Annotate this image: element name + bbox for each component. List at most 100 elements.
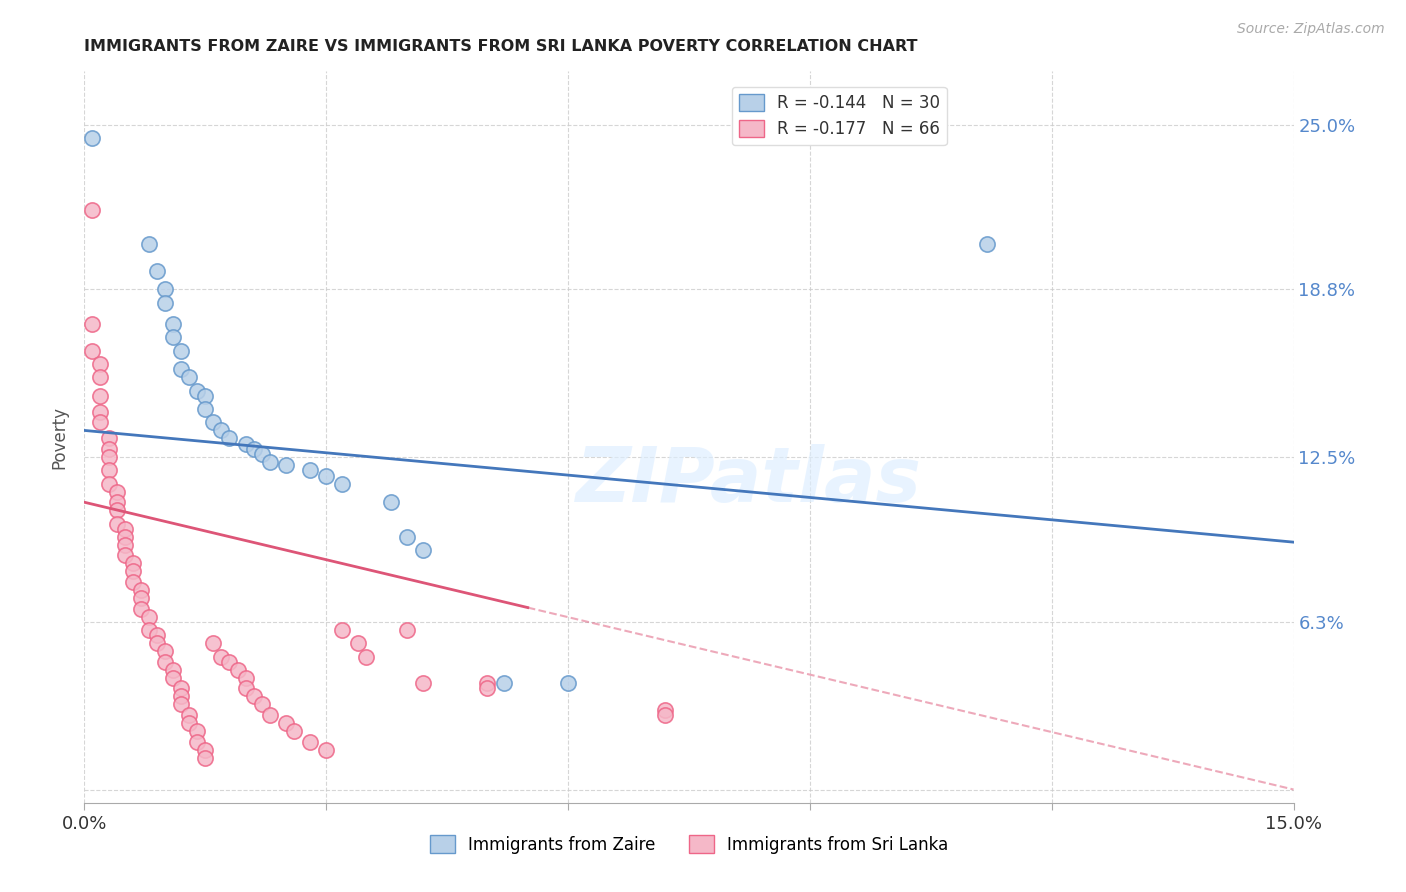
Point	[250, 698, 273, 712]
Point	[97, 463, 120, 477]
Point	[129, 601, 152, 615]
Point	[138, 609, 160, 624]
Point	[235, 671, 257, 685]
Point	[105, 484, 128, 499]
Point	[121, 557, 143, 571]
Point	[194, 750, 217, 764]
Point	[395, 530, 418, 544]
Point	[218, 655, 240, 669]
Point	[315, 468, 337, 483]
Point	[194, 389, 217, 403]
Point	[259, 455, 281, 469]
Text: Source: ZipAtlas.com: Source: ZipAtlas.com	[1237, 22, 1385, 37]
Point	[162, 671, 184, 685]
Point	[97, 450, 120, 464]
Point	[121, 575, 143, 590]
Point	[89, 389, 111, 403]
Point	[114, 522, 136, 536]
Point	[129, 591, 152, 605]
Point	[162, 663, 184, 677]
Point	[186, 384, 208, 398]
Point	[82, 343, 104, 358]
Y-axis label: Poverty: Poverty	[51, 406, 69, 468]
Text: IMMIGRANTS FROM ZAIRE VS IMMIGRANTS FROM SRI LANKA POVERTY CORRELATION CHART: IMMIGRANTS FROM ZAIRE VS IMMIGRANTS FROM…	[84, 38, 918, 54]
Point	[121, 565, 143, 579]
Point	[179, 708, 201, 723]
Point	[97, 442, 120, 456]
Point	[347, 636, 370, 650]
Point	[179, 370, 201, 384]
Point	[654, 703, 676, 717]
Point	[330, 476, 353, 491]
Point	[153, 295, 176, 310]
Point	[97, 431, 120, 445]
Point	[356, 649, 378, 664]
Point	[274, 716, 297, 731]
Point	[153, 655, 176, 669]
Point	[153, 644, 176, 658]
Point	[557, 676, 579, 690]
Point	[477, 681, 499, 696]
Point	[89, 416, 111, 430]
Point	[242, 442, 264, 456]
Point	[412, 676, 434, 690]
Point	[146, 628, 169, 642]
Point	[330, 623, 353, 637]
Point	[82, 131, 104, 145]
Point	[153, 283, 176, 297]
Point	[105, 503, 128, 517]
Point	[186, 734, 208, 748]
Point	[274, 458, 297, 472]
Point	[105, 495, 128, 509]
Point	[138, 237, 160, 252]
Point	[412, 543, 434, 558]
Point	[654, 708, 676, 723]
Point	[283, 723, 305, 738]
Point	[162, 330, 184, 344]
Point	[202, 636, 225, 650]
Point	[209, 649, 232, 664]
Point	[170, 362, 193, 376]
Point	[82, 317, 104, 331]
Point	[170, 698, 193, 712]
Point	[97, 476, 120, 491]
Point	[259, 708, 281, 723]
Point	[235, 436, 257, 450]
Point	[114, 530, 136, 544]
Point	[114, 538, 136, 552]
Legend: Immigrants from Zaire, Immigrants from Sri Lanka: Immigrants from Zaire, Immigrants from S…	[423, 829, 955, 860]
Point	[105, 516, 128, 531]
Point	[146, 636, 169, 650]
Point	[226, 663, 249, 677]
Point	[299, 734, 322, 748]
Point	[138, 623, 160, 637]
Point	[242, 690, 264, 704]
Point	[170, 690, 193, 704]
Point	[477, 676, 499, 690]
Point	[114, 549, 136, 563]
Point	[235, 681, 257, 696]
Point	[89, 370, 111, 384]
Point	[202, 416, 225, 430]
Point	[976, 237, 998, 252]
Point	[380, 495, 402, 509]
Point	[395, 623, 418, 637]
Point	[170, 343, 193, 358]
Point	[315, 742, 337, 756]
Point	[299, 463, 322, 477]
Point	[146, 264, 169, 278]
Point	[218, 431, 240, 445]
Point	[170, 681, 193, 696]
Point	[209, 424, 232, 438]
Point	[162, 317, 184, 331]
Point	[492, 676, 515, 690]
Point	[89, 357, 111, 371]
Point	[194, 402, 217, 417]
Point	[179, 716, 201, 731]
Text: ZIPatlas: ZIPatlas	[576, 444, 922, 518]
Point	[129, 582, 152, 597]
Point	[194, 742, 217, 756]
Point	[250, 447, 273, 461]
Point	[186, 723, 208, 738]
Point	[89, 405, 111, 419]
